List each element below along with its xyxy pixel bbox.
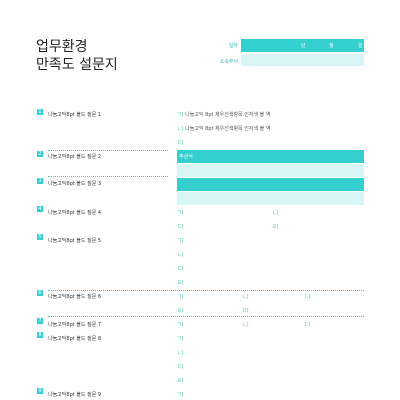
- question-text-5: 나눔고딕8pt 볼드 질문 5: [48, 238, 102, 244]
- q6-option-c[interactable]: ㄷ): [304, 294, 311, 300]
- question-text-3: 나눔고딕8pt 볼드 질문 3: [48, 181, 102, 187]
- q3-answer-line[interactable]: [177, 192, 364, 205]
- q1-option-c[interactable]: ㄷ): [177, 139, 184, 146]
- q6-option-a[interactable]: ㄱ): [177, 294, 184, 300]
- question-text-7: 나눔고딕8pt 볼드 질문 7: [48, 322, 102, 328]
- q2-answer-line[interactable]: [177, 164, 364, 177]
- q8-option-c[interactable]: ㄷ): [177, 364, 184, 370]
- question-number-6: 6: [37, 290, 43, 296]
- q1-option-a-text: 나눔고딕 8pt 체우선색항목 인자색 볼 역: [185, 112, 271, 118]
- q6-option-e[interactable]: ㅁ): [242, 308, 249, 314]
- q5-option-a[interactable]: ㄱ): [177, 238, 184, 244]
- separator: [48, 290, 364, 291]
- q4-option-b[interactable]: ㄴ): [272, 210, 279, 216]
- q6-option-b[interactable]: ㄴ): [242, 294, 249, 300]
- separator: [48, 316, 364, 317]
- question-text-4: 나눔고딕8pt 볼드 질문 4: [48, 210, 102, 216]
- q1-option-a-marker: ㄱ): [177, 112, 184, 118]
- q7-option-c[interactable]: ㄷ): [304, 322, 311, 328]
- question-number-9: 9: [37, 388, 43, 394]
- year-label: 년: [301, 43, 306, 49]
- question-number-3: 3: [37, 178, 43, 184]
- question-text-6: 나눔고딕8pt 볼드 질문 6: [48, 294, 102, 300]
- q1-option-c-marker: ㄷ): [177, 140, 184, 146]
- q8-option-a[interactable]: ㄱ): [177, 336, 184, 342]
- q8-option-d[interactable]: ㄹ): [177, 378, 184, 384]
- day-label: 일: [358, 43, 363, 49]
- page-title-line1: 업무환경: [36, 39, 88, 55]
- question-text-2: 나눔고딕8pt 볼드 질문 2: [48, 154, 102, 160]
- question-number-5: 5: [37, 234, 43, 240]
- q5-option-c[interactable]: ㄷ): [177, 266, 184, 272]
- month-label: 월: [329, 43, 334, 49]
- q1-option-a[interactable]: ㄱ) 나눔고딕 8pt 체우선색항목 인자색 볼 역: [177, 111, 270, 118]
- date-label: 일자: [228, 43, 238, 49]
- q7-option-b[interactable]: ㄴ): [242, 322, 249, 328]
- q9-option-a[interactable]: ㄱ): [177, 392, 184, 398]
- dept-label: 소속부서: [219, 59, 238, 65]
- q2-subjective-label: 주관식: [179, 154, 193, 160]
- q6-option-d[interactable]: ㄹ): [177, 308, 184, 314]
- question-text-8: 나눔고딕8pt 볼드 질문 8: [48, 336, 102, 342]
- question-number-7: 7: [37, 318, 43, 324]
- q3-answer-field[interactable]: [177, 178, 364, 191]
- q1-option-b[interactable]: ㄴ) 나눔고딕 8pt 체우선색항목 인자색 볼 역: [177, 125, 270, 132]
- q8-option-b[interactable]: ㄴ): [177, 350, 184, 356]
- question-text-1: 나눔고딕8pt 볼드 질문 1: [48, 112, 102, 118]
- q7-option-a[interactable]: ㄱ): [177, 322, 184, 328]
- q5-option-b[interactable]: ㄴ): [177, 252, 184, 258]
- page-title-line2: 만족도 설문지: [36, 57, 118, 73]
- q2-answer-field[interactable]: [177, 150, 364, 163]
- question-number-2: 2: [37, 151, 43, 157]
- question-number-4: 4: [37, 206, 43, 212]
- question-text-9: 나눔고딕8pt 볼드 질문 9: [48, 392, 102, 398]
- q1-option-b-text: 나눔고딕 8pt 체우선색항목 인자색 볼 역: [185, 126, 271, 132]
- separator: [48, 176, 168, 177]
- question-number-1: 1: [37, 109, 43, 115]
- q4-option-c[interactable]: ㄷ): [177, 224, 184, 230]
- q4-option-a[interactable]: ㄱ): [177, 210, 184, 216]
- dept-field[interactable]: [241, 54, 364, 66]
- q1-option-b-marker: ㄴ): [177, 126, 184, 132]
- q5-option-d[interactable]: ㄹ): [177, 280, 184, 286]
- date-field[interactable]: [241, 39, 364, 52]
- separator: [48, 150, 168, 151]
- question-number-8: 8: [37, 332, 43, 338]
- q4-option-d[interactable]: ㄹ): [272, 224, 279, 230]
